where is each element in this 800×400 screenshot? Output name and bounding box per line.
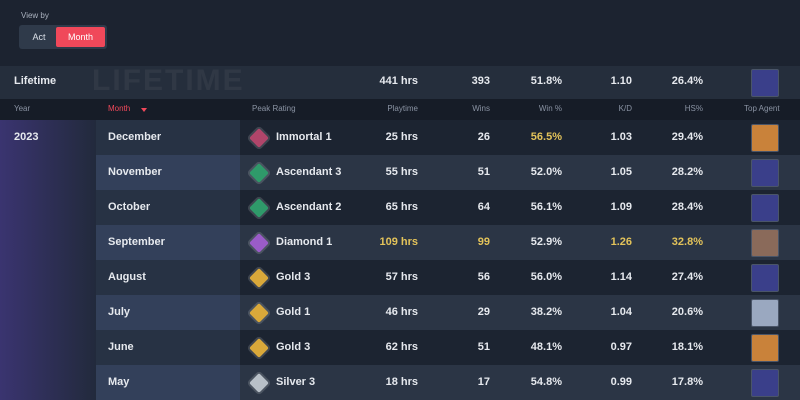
month-cell (96, 155, 240, 190)
month-cell (96, 260, 240, 295)
hs-pct-cell: 32.8% (671, 236, 703, 248)
month-name: May (108, 376, 130, 388)
hs-pct-cell: 27.4% (671, 271, 703, 283)
month-name: November (108, 166, 162, 178)
month-cell (96, 190, 240, 225)
wins-cell: 26 (477, 131, 490, 143)
month-cell (96, 295, 240, 330)
hs-pct-cell: 28.2% (671, 166, 703, 178)
wins-cell: 29 (477, 306, 490, 318)
lifetime-win-pct: 51.8% (530, 75, 562, 87)
rank-name: Gold 1 (276, 306, 311, 318)
wins-cell: 64 (477, 201, 490, 213)
rank-name: Silver 3 (276, 376, 316, 388)
view-by-label: View by (21, 11, 49, 20)
agent-icon (751, 229, 779, 257)
rank-name: Diamond 1 (276, 236, 333, 248)
month-name: August (108, 271, 146, 283)
view-toggle-button[interactable]: Act (32, 32, 46, 42)
kd-cell: 0.99 (610, 376, 632, 388)
lifetime-label: Lifetime (14, 75, 57, 87)
wins-cell: 51 (477, 341, 490, 353)
rank-name: Immortal 1 (276, 131, 332, 143)
win-pct-cell: 54.8% (530, 376, 562, 388)
playtime-cell: 55 hrs (385, 166, 418, 178)
wins-cell: 99 (477, 236, 490, 248)
kd-cell: 1.09 (610, 201, 632, 213)
lifetime-hs-pct: 26.4% (671, 75, 703, 87)
kd-cell: 0.97 (610, 341, 632, 353)
lifetime-kd: 1.10 (610, 75, 632, 87)
month-name: December (108, 131, 162, 143)
month-cell (96, 225, 240, 260)
rank-name: Ascendant 3 (276, 166, 342, 178)
win-pct-cell: 48.1% (530, 341, 562, 353)
hs-pct-cell: 18.1% (671, 341, 703, 353)
hs-pct-cell: 29.4% (671, 131, 703, 143)
month-name: October (108, 201, 151, 213)
wins-cell: 51 (477, 166, 490, 178)
sort-arrow (141, 108, 147, 112)
lifetime-playtime: 441 hrs (379, 75, 418, 87)
agent-icon (751, 299, 779, 327)
lifetime-row (0, 66, 800, 99)
win-pct-cell: 52.0% (530, 166, 562, 178)
kd-cell: 1.04 (610, 306, 632, 318)
playtime-cell: 65 hrs (385, 201, 418, 213)
wins-cell: 17 (477, 376, 490, 388)
month-cell (96, 330, 240, 365)
month-name: September (108, 236, 165, 248)
kd-cell: 1.03 (610, 131, 632, 143)
rank-name: Gold 3 (276, 341, 311, 353)
win-pct-cell: 56.5% (530, 131, 562, 143)
view-toggle-button[interactable]: Month (56, 27, 105, 47)
hs-pct-cell: 20.6% (671, 306, 703, 318)
month-name: June (108, 341, 134, 353)
header-kd: K/D (618, 104, 632, 113)
month-cell (96, 365, 240, 400)
year-label: 2023 (14, 131, 39, 143)
playtime-cell: 18 hrs (385, 376, 418, 388)
header-playtime: Playtime (387, 104, 418, 113)
header-row (0, 99, 800, 120)
kd-cell: 1.26 (610, 236, 632, 248)
header-month[interactable]: Month (108, 104, 131, 113)
lifetime-agent-icon (751, 69, 779, 97)
win-pct-cell: 56.0% (530, 271, 562, 283)
rank-name: Ascendant 2 (276, 201, 342, 213)
hs-pct-cell: 28.4% (671, 201, 703, 213)
header-agent: Top Agent (744, 104, 780, 113)
agent-icon (751, 369, 779, 397)
agent-icon (751, 334, 779, 362)
agent-icon (751, 124, 779, 152)
kd-cell: 1.14 (610, 271, 632, 283)
header-wins: Wins (472, 104, 490, 113)
playtime-cell: 57 hrs (385, 271, 418, 283)
win-pct-cell: 56.1% (530, 201, 562, 213)
year-column (0, 120, 96, 400)
agent-icon (751, 194, 779, 222)
win-pct-cell: 38.2% (530, 306, 562, 318)
agent-icon (751, 264, 779, 292)
month-name: July (108, 306, 131, 318)
agent-icon (751, 159, 779, 187)
win-pct-cell: 52.9% (530, 236, 562, 248)
lifetime-watermark: LIFETIME (92, 64, 245, 97)
rank-name: Gold 3 (276, 271, 311, 283)
header-year: Year (14, 104, 31, 113)
playtime-cell: 25 hrs (385, 131, 418, 143)
month-cell (96, 120, 240, 155)
hs-pct-cell: 17.8% (671, 376, 703, 388)
wins-cell: 56 (477, 271, 490, 283)
header-rating: Peak Rating (252, 104, 296, 113)
playtime-cell: 62 hrs (385, 341, 418, 353)
playtime-cell: 46 hrs (385, 306, 418, 318)
header-win-pct: Win % (538, 104, 562, 113)
header-hs-pct: HS% (684, 104, 703, 113)
playtime-cell: 109 hrs (379, 236, 418, 248)
kd-cell: 1.05 (610, 166, 632, 178)
lifetime-wins: 393 (471, 75, 490, 87)
